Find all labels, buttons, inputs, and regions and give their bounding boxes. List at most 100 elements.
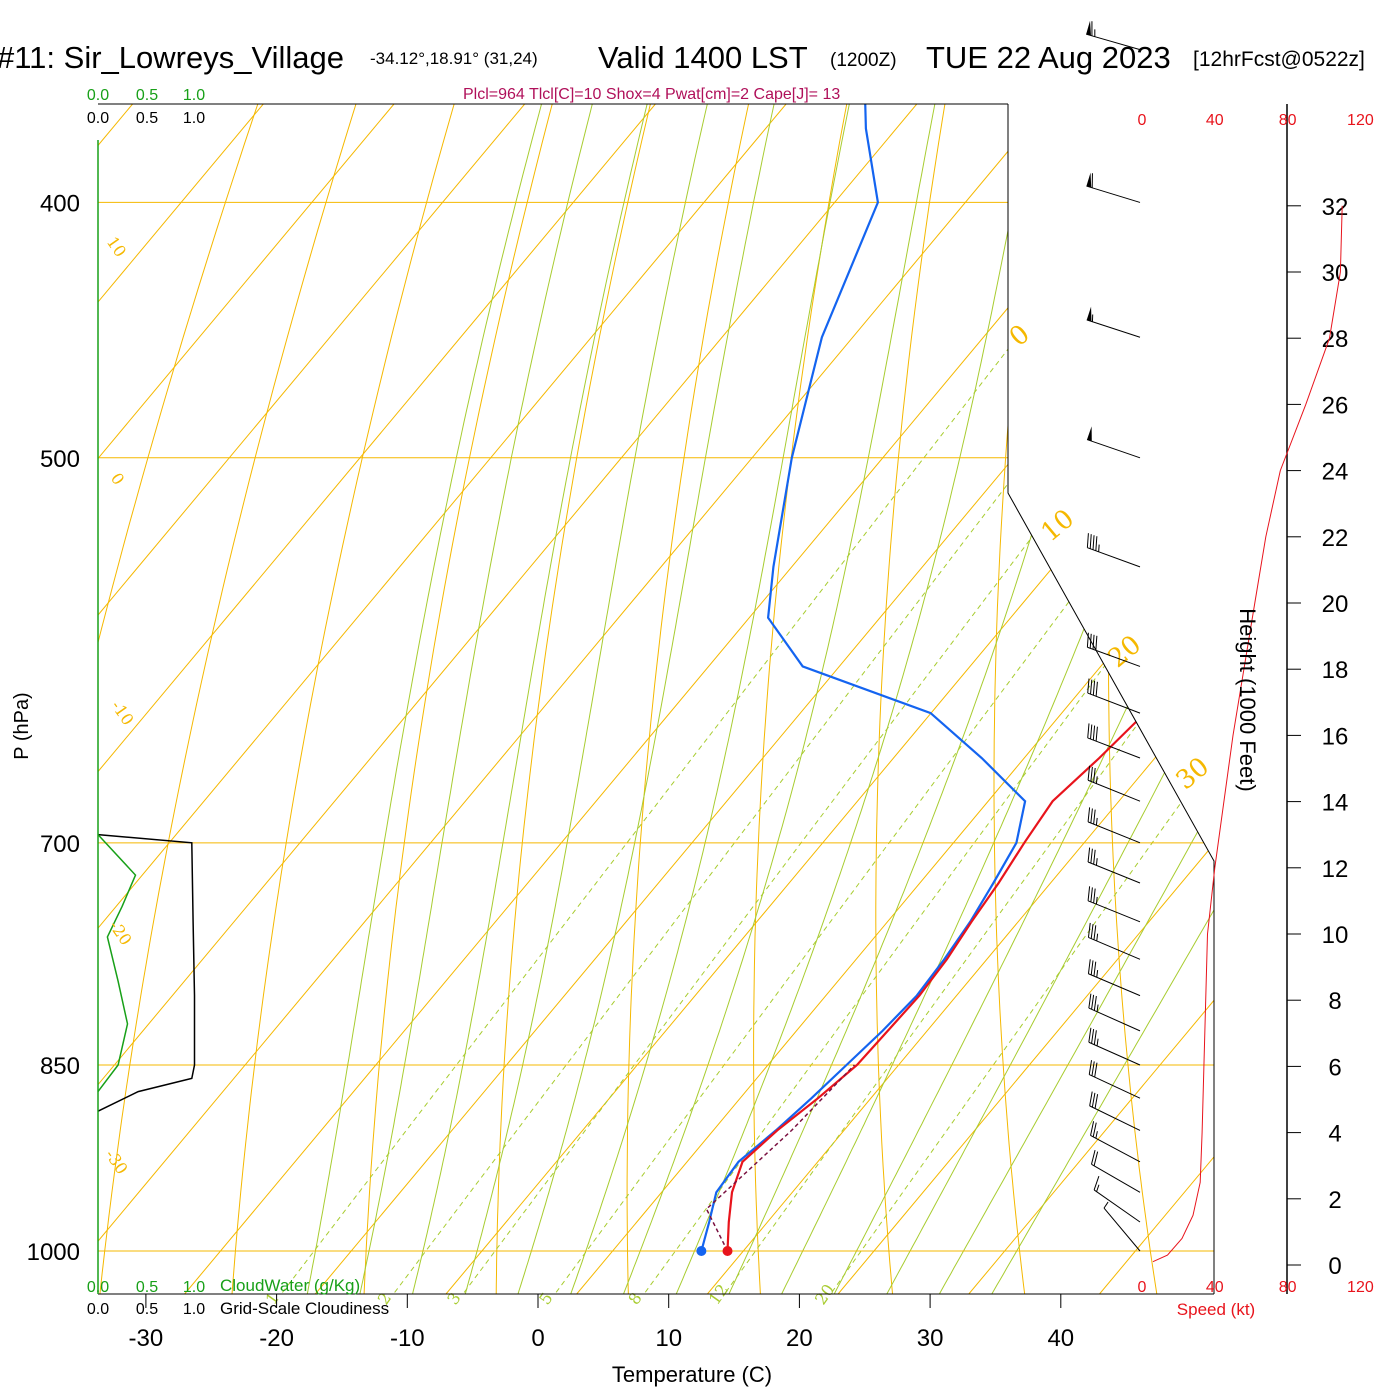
wind-barb: [1087, 723, 1141, 759]
cloudiness-bottom-tick: 1.0: [183, 1301, 205, 1318]
surface-dewpoint-dot: [696, 1246, 707, 1256]
isotherm-line: [98, 104, 526, 1294]
speed-bottom-tick: 120: [1347, 1279, 1374, 1296]
height-tick-label: 24: [1322, 459, 1349, 486]
pressure-tick-label: 700: [40, 831, 80, 858]
wind-barb: [1086, 632, 1141, 667]
wind-barb-feather: [1088, 1027, 1092, 1043]
dry-adiabat-line: [363, 104, 699, 1294]
moist-adiabat-line: [722, 104, 1214, 1294]
wind-barb: [1087, 847, 1141, 884]
wind-barb: [1103, 1201, 1141, 1252]
dry-adiabat-line: [495, 104, 786, 1294]
wind-speed-line: [1152, 205, 1343, 1263]
x-axis-label: Temperature (C): [612, 1362, 772, 1387]
wind-barb-staff: [1091, 1163, 1141, 1193]
wind-barb-feather: [1093, 1030, 1097, 1045]
height-tick-label: 26: [1322, 392, 1349, 419]
wind-barb-feather: [1092, 1122, 1097, 1138]
wind-barb-feather: [1086, 533, 1089, 548]
dry-adiabat-line: [98, 104, 525, 1294]
y-axis-label: P (hPa): [11, 692, 33, 759]
wind-barb-half-feather: [1095, 1131, 1098, 1139]
wind-barb: [1091, 1150, 1141, 1193]
wind-barb-feather: [1092, 725, 1096, 741]
plot-right-border: [1007, 104, 1215, 1294]
cloudwater-line: [97, 834, 137, 1093]
wind-barb-feather: [1087, 922, 1091, 938]
wind-barb: [1087, 959, 1141, 997]
wind-barb-feather: [1093, 1151, 1099, 1166]
isotherm-label: 10: [1036, 504, 1081, 548]
cloudwater-bottom-tick: 1.0: [183, 1279, 205, 1296]
cloudwater-top-tick: 0.0: [87, 87, 109, 104]
wind-barb: [1088, 1060, 1141, 1099]
dry-adiabat-line: [230, 104, 612, 1294]
moist-adiabat-line: [670, 104, 1128, 1294]
wind-barb-feather: [1095, 681, 1098, 697]
x-tick-label: 0: [531, 1325, 544, 1352]
height-tick-label: 2: [1328, 1187, 1341, 1214]
wind-barb-feather: [1090, 848, 1093, 864]
wind-barb: [1087, 922, 1141, 960]
moist-adiabat-line: [408, 104, 777, 1294]
speed-top-tick: 80: [1279, 112, 1297, 129]
wind-barb-feather: [1091, 1092, 1096, 1108]
isotherm-line: [98, 104, 1048, 1294]
mixing-ratio-line: [383, 202, 1214, 1294]
wind-barb-feather: [1093, 849, 1096, 865]
wind-barb-feather: [1092, 680, 1096, 696]
height-tick-label: 22: [1322, 525, 1349, 552]
wind-barb-feather: [1089, 534, 1092, 549]
isotherm-label: 0: [107, 469, 128, 488]
wind-barb-feather: [1091, 1150, 1096, 1165]
wind-barb-half-feather: [1096, 933, 1099, 942]
isotherm-line: [1361, 104, 1400, 1294]
x-tick-label: 10: [655, 1325, 682, 1352]
wind-barb-pennant: [1086, 20, 1091, 36]
isotherm-label: 20: [1103, 630, 1148, 674]
wind-barb-staff: [1087, 737, 1141, 759]
x-tick-label: 40: [1047, 1325, 1074, 1352]
height-tick-label: 32: [1322, 194, 1349, 221]
height-tick-label: 20: [1322, 591, 1349, 618]
wind-barb-feather: [1090, 960, 1094, 975]
wind-barb-feather: [1087, 807, 1091, 822]
cloudiness-top-tick: 0.0: [87, 110, 109, 127]
mixing-ratio-line: [453, 202, 1214, 1294]
wind-barb-feather: [1094, 1062, 1098, 1078]
pressure-tick-label: 1000: [27, 1239, 80, 1266]
moist-adiabat-line: [565, 104, 959, 1294]
wind-barb-staff: [1086, 185, 1141, 203]
station-title: #11: Sir_Lowreys_Village: [0, 40, 344, 75]
wind-barb-staff: [1087, 821, 1141, 844]
wind-barb: [1086, 20, 1141, 51]
isotherm-line: [184, 104, 1179, 1294]
height-axis-label: Height (1000 Feet): [1235, 608, 1260, 791]
wind-barb-staff: [1103, 1207, 1141, 1252]
cloudwater-bottom-tick: 0.0: [87, 1279, 109, 1296]
wind-barb-staff: [1088, 1007, 1141, 1032]
wind-barb-feather: [1093, 961, 1097, 977]
wind-barb: [1087, 886, 1141, 923]
wind-barb-feather: [1095, 726, 1098, 742]
speed-top-tick: 0: [1138, 112, 1147, 129]
cloudwater-top-tick: 1.0: [183, 87, 205, 104]
height-tick-label: 4: [1328, 1121, 1341, 1148]
dewpoint-line: [700, 104, 1027, 1252]
x-tick-label: 20: [786, 1325, 813, 1352]
mixing-ratio-label: 8: [624, 1289, 645, 1308]
wind-barb-pennant: [1087, 426, 1092, 442]
isotherm-line: [314, 104, 1214, 1294]
wind-barb-staff: [1087, 692, 1141, 714]
wind-barb-half-feather: [1095, 817, 1098, 826]
height-tick-label: 18: [1322, 657, 1349, 684]
wind-barb-feather: [1094, 1094, 1099, 1109]
cloudiness-bottom-tick: 0.0: [87, 1301, 109, 1318]
wind-barb-pennant: [1086, 306, 1092, 322]
pressure-tick-label: 850: [40, 1053, 80, 1080]
cloudwater-top-tick: 0.5: [136, 87, 158, 104]
surface-temperature-dot: [722, 1246, 733, 1256]
wind-barb-staff: [1089, 1074, 1141, 1099]
wind-barb: [1086, 426, 1141, 459]
